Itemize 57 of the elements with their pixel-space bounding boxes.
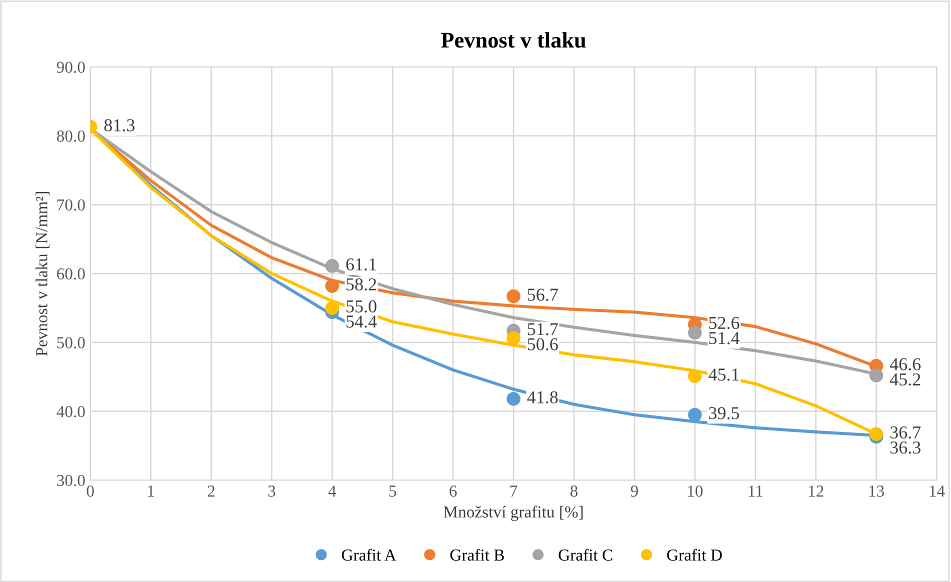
point	[325, 301, 340, 315]
x-tick-label: 3	[268, 486, 276, 497]
point	[325, 279, 340, 293]
point	[688, 408, 702, 422]
y-tick-label: 50.0	[57, 337, 85, 348]
y-tick-label: 90.0	[56, 62, 85, 73]
x-tick-label: 6	[450, 486, 457, 497]
y-axis-title: Pevnost v tlaku [N/mm²]	[36, 192, 50, 356]
data-label: 46.6	[890, 358, 921, 370]
x-tick-label: 13	[869, 486, 884, 497]
y-tick-label: 80.0	[56, 130, 85, 142]
data-label: 58.2	[346, 278, 376, 291]
x-tick-label: 8	[570, 485, 578, 497]
y-tick-label: 60.0	[57, 268, 85, 280]
data-label: 54.4	[346, 316, 377, 328]
x-tick-label: 12	[808, 486, 824, 497]
point	[688, 369, 702, 384]
data-label: 36.3	[890, 442, 920, 454]
x-tick-label: 7	[510, 486, 518, 497]
x-axis-title: Množství grafitu [%]	[444, 506, 583, 522]
data-label: 45.2	[890, 373, 920, 386]
y-tick-label: 70.0	[57, 199, 85, 211]
x-tick-label: 5	[389, 486, 396, 497]
x-tick-label: 11	[748, 486, 762, 497]
data-label: 45.1	[708, 368, 739, 381]
legend-label: Grafit B	[450, 548, 504, 561]
data-label: 51.4	[709, 332, 740, 344]
point	[688, 326, 702, 340]
data-label: 41.8	[527, 391, 558, 404]
legend-label: Grafit C	[558, 548, 612, 561]
x-tick-label: 14	[930, 486, 945, 497]
x-tick-label: 0	[86, 485, 94, 497]
data-label: 55.0	[346, 300, 376, 313]
data-label: 50.6	[528, 338, 558, 350]
legend-label: Grafit D	[667, 548, 722, 561]
x-tick-label: 1	[148, 486, 154, 497]
data-label: 61.1	[346, 258, 376, 271]
legend-label: Grafit A	[342, 548, 396, 561]
point	[506, 392, 520, 406]
y-tick-label: 30.0	[57, 474, 85, 486]
point	[325, 259, 340, 273]
x-tick-label: 10	[688, 485, 703, 497]
data-label: 52.6	[709, 316, 740, 330]
point	[869, 427, 884, 441]
data-label: 36.7	[890, 426, 921, 439]
x-tick-label: 9	[630, 486, 638, 497]
data-label: 81.3	[104, 119, 135, 132]
x-tick-label: 4	[328, 486, 336, 497]
chart-title: Pevnost v tlaku	[441, 32, 586, 48]
point	[869, 368, 884, 382]
data-label: 56.7	[528, 288, 558, 301]
point	[506, 289, 520, 304]
x-tick-label: 2	[208, 486, 215, 497]
data-label: 51.7	[528, 323, 558, 336]
y-tick-label: 40.0	[56, 406, 85, 418]
data-label: 39.5	[709, 407, 740, 420]
point	[506, 331, 520, 346]
